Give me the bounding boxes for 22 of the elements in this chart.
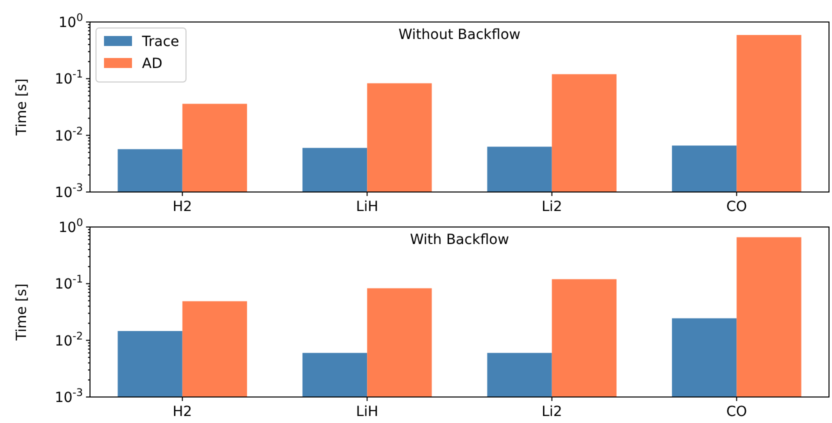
y-axis-title: Time [s] [14,78,30,136]
x-tick-label: CO [726,199,748,215]
y-tick-label: 10$^{-2}$ [54,125,83,144]
y-tick-label: 10$^{0}$ [58,217,83,236]
y-tick-label: 10$^{-3}$ [54,387,83,406]
chart-title: With Backflow [410,232,510,248]
x-tick-label: Li2 [542,404,562,420]
x-tick-label: LiH [356,199,378,215]
legend-label: AD [142,56,162,72]
y-tick-label: 10$^{-3}$ [54,182,83,201]
x-tick-label: H2 [172,199,192,215]
y-tick-label: 10$^{-2}$ [54,330,83,350]
x-tick-label: Li2 [542,199,562,215]
y-tick-label: 10$^{-1}$ [54,68,83,88]
x-tick-label: LiH [356,404,378,420]
legend-label: Trace [141,34,180,50]
chart-title: Without Backflow [398,27,520,43]
y-tick-label: 10$^{0}$ [58,12,83,31]
x-tick-label: CO [726,404,748,420]
x-tick-label: H2 [172,404,192,420]
y-axis-title: Time [s] [14,284,30,342]
y-tick-label: 10$^{-1}$ [54,274,83,293]
